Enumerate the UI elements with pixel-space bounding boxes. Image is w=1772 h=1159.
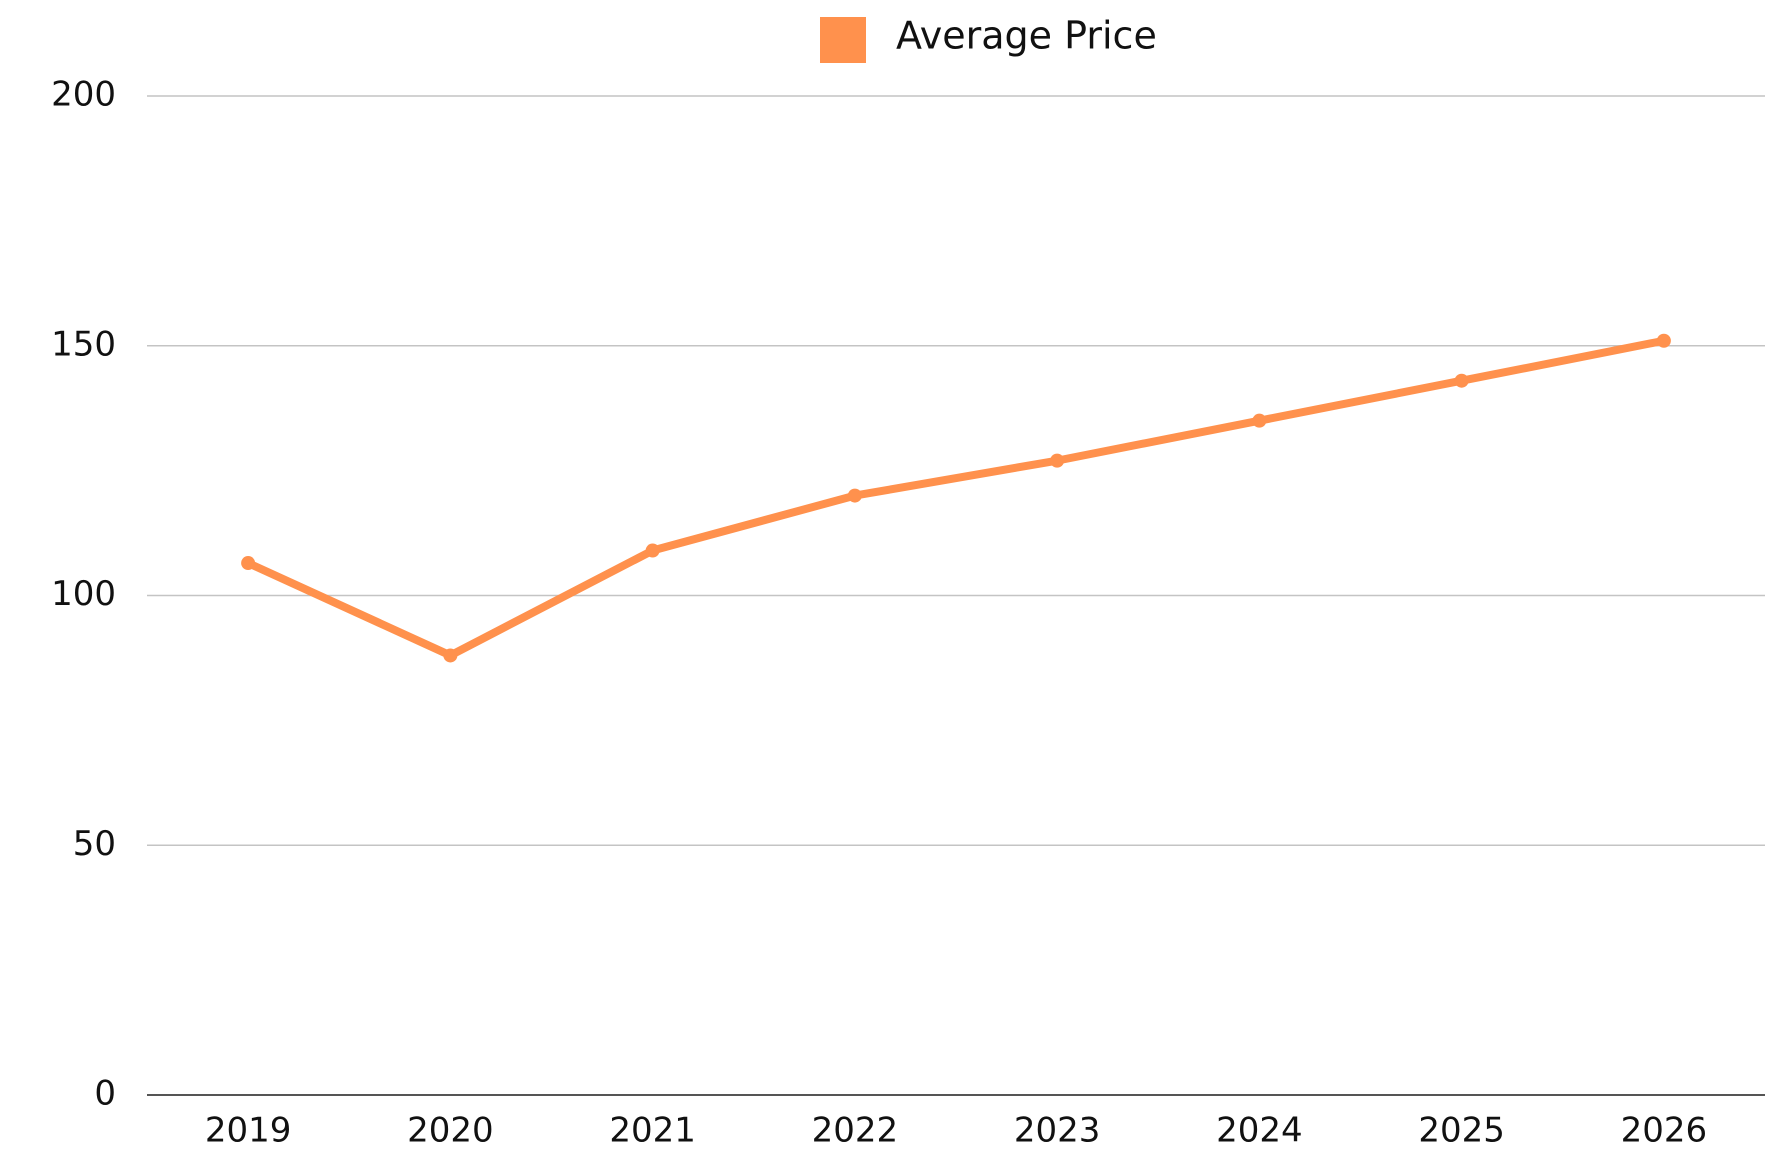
point bbox=[1454, 373, 1469, 388]
legend-swatch bbox=[820, 17, 866, 63]
x-tick-label: 2021 bbox=[609, 1111, 696, 1151]
point bbox=[1252, 413, 1267, 428]
point bbox=[241, 556, 256, 571]
y-tick-label: 150 bbox=[51, 324, 116, 364]
y-tick-label: 100 bbox=[51, 574, 116, 614]
point bbox=[847, 488, 862, 503]
point bbox=[443, 648, 458, 663]
x-tick-label: 2020 bbox=[407, 1111, 494, 1151]
legend-label: Average Price bbox=[896, 14, 1157, 58]
y-tick-label: 200 bbox=[51, 75, 116, 115]
x-tick-label: 2025 bbox=[1418, 1111, 1505, 1151]
x-tick-label: 2022 bbox=[812, 1111, 899, 1151]
point bbox=[1050, 453, 1065, 468]
x-tick-label: 2024 bbox=[1216, 1111, 1303, 1151]
x-tick-label: 2026 bbox=[1621, 1111, 1708, 1151]
y-tick-label: 0 bbox=[94, 1074, 116, 1114]
legend: Average Price bbox=[820, 14, 1157, 63]
y-tick-label: 50 bbox=[73, 824, 116, 864]
x-tick-label: 2019 bbox=[205, 1111, 292, 1151]
line bbox=[244, 336, 1668, 660]
point bbox=[1656, 333, 1671, 348]
point bbox=[645, 543, 660, 558]
x-tick-label: 2023 bbox=[1014, 1111, 1101, 1151]
